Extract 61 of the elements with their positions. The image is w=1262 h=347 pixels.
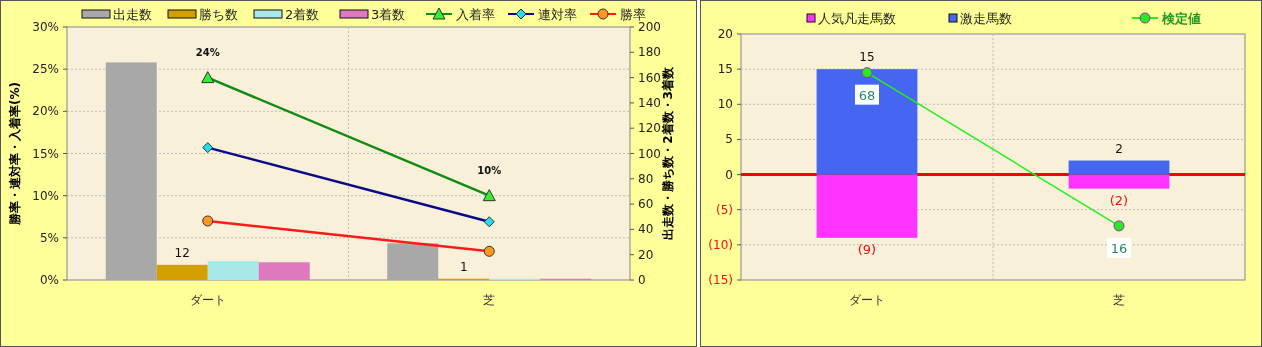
y-tick-label: 10 [717,97,733,112]
y-tick-label: 0% [39,273,59,287]
y2-tick-label: 40 [638,222,654,237]
y-tick-label: 15% [32,146,59,161]
y2-tick-label: 0 [638,273,646,287]
data-label: (2) [1109,192,1129,208]
bar [1068,160,1170,175]
annotation: 68 [858,87,876,103]
bar [387,243,439,280]
y2-tick-label: 120 [638,121,661,136]
y-tick-label: 5 [725,132,733,147]
y2-tick-label: 60 [638,197,654,212]
bar [258,262,310,280]
x-tick-label: 芝 [483,293,496,307]
legend-label: 人気凡走馬数 [818,11,896,26]
bar [156,264,208,280]
legend-label: 連対率 [538,7,577,22]
y2-tick-label: 140 [638,95,661,110]
data-label: 10% [477,164,502,176]
legend-label: 2着数 [285,7,320,22]
y2-tick-label: 180 [638,45,661,60]
y2-tick-label: 100 [638,146,661,161]
bar [105,62,157,280]
y2-tick-label: 80 [638,171,654,186]
data-label: 12 [174,245,190,260]
legend-label: 3着数 [371,7,406,22]
y-tick-label: 30% [32,20,59,34]
y2-axis-title: 出走数・勝ち数・2着数・3着数 [661,66,675,240]
x-tick-label: 芝 [1113,293,1125,307]
bar [207,261,259,280]
legend-label: 検定値 [1161,11,1201,26]
data-label: 15 [859,50,875,65]
y-tick-label: 25% [32,62,59,77]
y-tick-label: 15 [717,62,733,77]
x-tick-label: ダート [189,293,226,307]
y2-tick-label: 20 [638,247,654,262]
data-label: 24% [195,46,220,58]
y2-tick-label: 160 [638,70,661,85]
y-axis-title: 勝率・連対率・入着率(%) [8,82,22,226]
x-tick-label: ダート [849,293,885,307]
y-tick-label: (5) [716,202,733,217]
y-tick-label: 20% [32,104,59,119]
data-label: 2 [1115,141,1123,156]
legend-label: 勝率 [620,7,646,22]
y-tick-label: 10% [32,188,59,203]
y2-tick-label: 200 [638,20,661,34]
y-tick-label: 20 [717,27,733,41]
bar [816,69,918,175]
y-tick-label: 0 [725,167,733,182]
bar [1068,174,1170,189]
legend-label: 出走数 [113,7,152,22]
legend-label: 入着率 [456,7,495,22]
data-label: (9) [857,241,877,257]
y-tick-label: (10) [708,237,733,252]
y-tick-label: (15) [708,273,733,287]
legend-label: 激走馬数 [960,11,1012,26]
y-tick-label: 5% [39,230,59,245]
bar [816,174,918,238]
legend-label: 勝ち数 [199,7,238,22]
data-label: 1 [459,259,468,274]
annotation: 16 [1110,240,1128,256]
